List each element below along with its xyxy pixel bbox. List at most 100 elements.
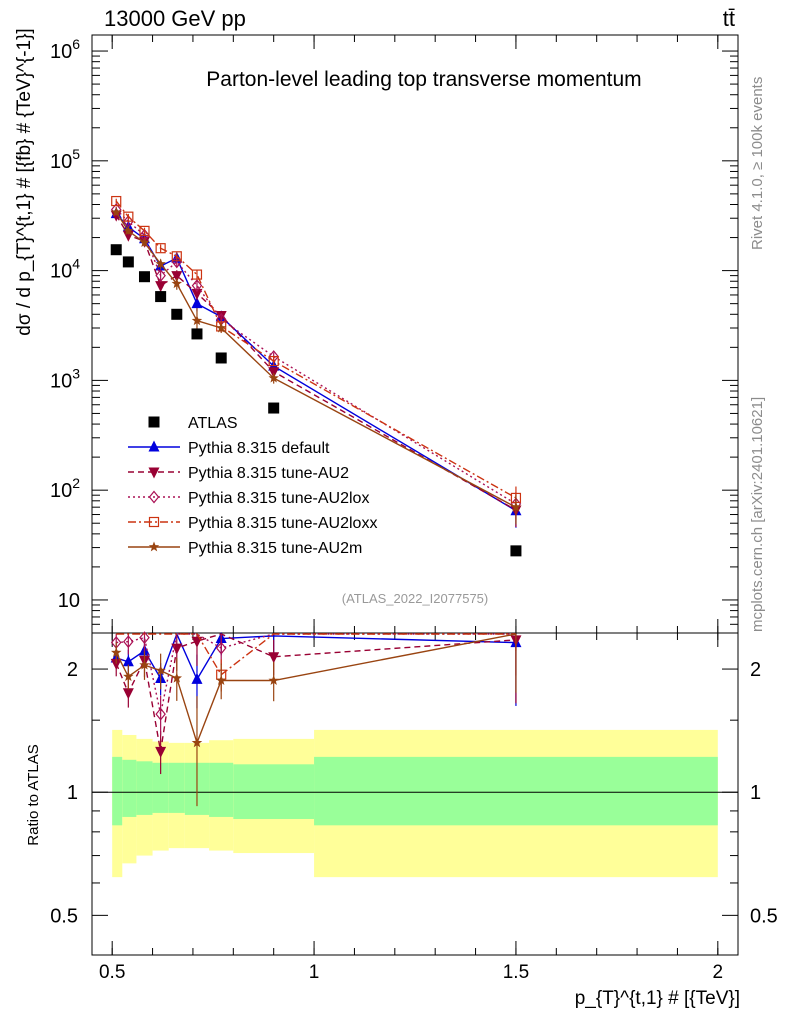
atlas-data-point xyxy=(122,256,134,268)
ratio-band-inner xyxy=(233,764,315,820)
energy-label: 13000 GeV pp xyxy=(104,6,246,31)
atlas-data-point xyxy=(510,545,522,557)
analysis-id: (ATLAS_2022_I2077575) xyxy=(342,591,488,606)
legend-label: ATLAS xyxy=(188,415,238,432)
legend-label: Pythia 8.315 tune-AU2m xyxy=(188,540,362,557)
ratio-band-inner xyxy=(152,762,169,813)
ratio-tick-label-left: 0.5 xyxy=(50,905,78,927)
series-4-main-point xyxy=(171,278,182,289)
series-4-main-point xyxy=(123,225,134,236)
ratio-tick-label-right: 2 xyxy=(750,659,761,681)
y-tick-label: 106 xyxy=(50,36,80,63)
ratio-band-inner xyxy=(168,762,185,813)
rivet-note: Rivet 4.1.0, ≥ 100k events xyxy=(749,77,766,250)
legend-marker xyxy=(148,541,160,552)
x-tick-label: 2 xyxy=(713,962,724,983)
series-4-ratio-point xyxy=(191,737,203,748)
atlas-data-point xyxy=(215,352,227,364)
ratio-plot-frame xyxy=(91,632,739,956)
ratio-axis-label: Ratio to ATLAS xyxy=(25,744,42,845)
series-2-main-point xyxy=(191,279,203,293)
atlas-data-point xyxy=(110,244,122,256)
series-3-main-point xyxy=(155,243,166,254)
atlas-data-point xyxy=(155,291,167,303)
x-tick-label: 1 xyxy=(309,962,320,983)
x-tick-label: 0.5 xyxy=(99,962,125,983)
series-2-ratio-point xyxy=(215,641,227,655)
x-axis-label: p_{T}^{t,1} # [{TeV}] xyxy=(575,988,740,1009)
series-4-ratio-point xyxy=(155,665,166,675)
series-2-main-point xyxy=(171,255,183,269)
series-4-ratio-point xyxy=(171,672,182,683)
legend-marker xyxy=(148,416,160,428)
series-2-ratio-point xyxy=(139,631,150,645)
series-4-ratio-point xyxy=(139,659,150,670)
chart-title: Parton-level leading top transverse mome… xyxy=(206,68,641,91)
legend-marker xyxy=(148,516,160,528)
series-4-ratio-point xyxy=(268,675,279,685)
series-0-main-point xyxy=(191,297,203,309)
series-1-main-point xyxy=(155,281,167,293)
series-4-ratio-point xyxy=(216,675,227,685)
atlas-data-point xyxy=(171,308,183,320)
series-0-ratio-point xyxy=(122,655,134,667)
series-1-main-point xyxy=(171,271,183,283)
atlas-data-point xyxy=(191,328,203,340)
series-0-ratio-point xyxy=(191,672,203,684)
series-1-ratio-point xyxy=(122,688,134,700)
series-4-main-point xyxy=(191,315,203,326)
series-3-main-point xyxy=(111,195,122,207)
y-tick-label: 10 xyxy=(58,590,80,612)
series-4-main-point xyxy=(139,237,150,247)
series-3-main-point xyxy=(171,251,182,262)
y-tick-label: 104 xyxy=(50,256,80,283)
atlas-data-point xyxy=(268,402,280,414)
y-tick-label: 102 xyxy=(50,475,80,502)
ratio-band-inner xyxy=(122,759,137,817)
series-3-main-point xyxy=(123,211,134,222)
ratio-band-inner xyxy=(314,756,718,826)
series-1-ratio-point xyxy=(155,746,167,758)
series-4-main-point xyxy=(111,206,122,217)
legend-marker xyxy=(148,440,160,452)
series-1-ratio-point xyxy=(110,658,122,670)
series-4-main-point xyxy=(155,258,166,269)
series-2-main-point xyxy=(155,269,166,283)
series-1-ratio-point xyxy=(171,643,183,655)
ratio-tick-label-left: 2 xyxy=(67,659,78,681)
y-tick-label: 103 xyxy=(50,365,80,392)
x-tick-label: 1.5 xyxy=(503,962,529,983)
ratio-band-inner xyxy=(112,756,123,826)
series-1-ratio-point xyxy=(268,652,280,664)
series-3-ratio-line xyxy=(116,633,516,676)
legend-marker xyxy=(148,490,160,504)
legend-marker xyxy=(148,467,160,479)
process-label: tt̄ xyxy=(723,6,735,31)
ratio-tick-label-right: 0.5 xyxy=(750,905,778,927)
legend-label: Pythia 8.315 tune-AU2loxx xyxy=(188,515,377,532)
ratio-tick-label-left: 1 xyxy=(67,782,78,804)
series-2-ratio-point xyxy=(123,635,134,649)
series-4-main-point xyxy=(510,501,522,512)
series-3-main-point xyxy=(268,355,279,367)
series-4-ratio-point xyxy=(123,671,134,682)
ratio-band-inner xyxy=(136,761,153,815)
series-1-main-point xyxy=(191,288,203,300)
mcplots-note: mcplots.cern.ch [arXiv:2401.10621] xyxy=(749,397,766,632)
series-1-main-point xyxy=(110,210,122,222)
atlas-data-point xyxy=(138,271,150,283)
ratio-tick-label-right: 1 xyxy=(750,782,761,804)
series-4-main-point xyxy=(268,372,279,383)
legend-label: Pythia 8.315 tune-AU2 xyxy=(188,465,349,482)
series-4-main-point xyxy=(216,322,227,333)
series-3-main-point xyxy=(191,269,203,280)
series-3-main-point xyxy=(139,225,150,236)
ratio-band-inner xyxy=(209,762,234,817)
series-2-ratio-point xyxy=(155,707,166,721)
y-axis-label: dσ / d p_{T}^{t,1} # [{fb} # {TeV}^{-1}] xyxy=(14,28,35,335)
y-tick-label: 105 xyxy=(50,146,80,173)
legend-label: Pythia 8.315 tune-AU2lox xyxy=(188,490,369,507)
series-4-ratio-point xyxy=(111,647,122,658)
legend-label: Pythia 8.315 default xyxy=(188,440,330,457)
